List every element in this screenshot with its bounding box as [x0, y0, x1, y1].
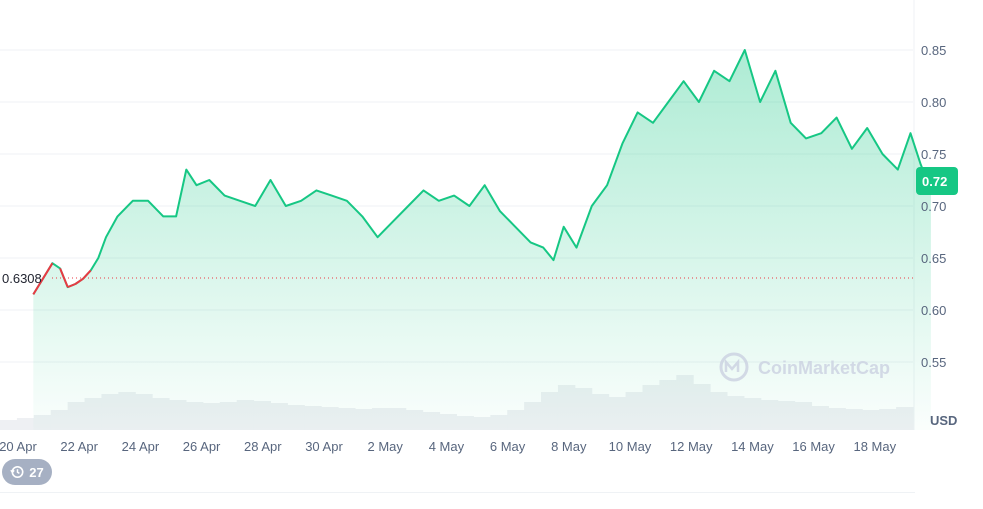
price-area-fill: [33, 50, 931, 430]
x-tick-label: 8 May: [551, 439, 587, 454]
history-count: 27: [29, 464, 44, 480]
price-line-below-reference: [82, 269, 92, 280]
x-tick-label: 10 May: [609, 439, 652, 454]
current-price-label: 0.72: [922, 174, 947, 189]
watermark-text: CoinMarketCap: [758, 358, 890, 378]
price-line: [32, 49, 932, 295]
y-tick-label: 0.85: [921, 43, 946, 58]
y-tick-label: 0.75: [921, 147, 946, 162]
watermark: CoinMarketCap: [719, 352, 890, 382]
x-tick-label: 20 Apr: [0, 439, 37, 454]
y-axis-unit: USD: [930, 413, 957, 428]
y-tick-label: 0.55: [921, 355, 946, 370]
coinmarketcap-logo-icon: [719, 352, 749, 382]
x-tick-label: 30 Apr: [305, 439, 343, 454]
x-tick-label: 28 Apr: [244, 439, 282, 454]
volume-bar: [16, 418, 35, 430]
x-tick-label: 6 May: [490, 439, 526, 454]
y-axis: 0.55 0.60 0.65 0.70 0.75 0.80 0.85: [921, 43, 946, 370]
x-axis: 20 Apr 22 Apr 24 Apr 26 Apr 28 Apr 30 Apr 2 Ma…: [0, 439, 897, 454]
x-tick-label: 12 May: [670, 439, 713, 454]
price-line-below-reference: [59, 268, 69, 288]
y-tick-label: 0.80: [921, 95, 946, 110]
price-line-below-reference: [67, 283, 76, 289]
current-price-badge: 0.72: [916, 167, 958, 195]
history-button[interactable]: 27: [2, 459, 52, 485]
x-tick-label: 2 May: [367, 439, 403, 454]
volume-bar: [0, 420, 18, 430]
x-tick-label: 22 Apr: [60, 439, 98, 454]
x-tick-label: 18 May: [853, 439, 896, 454]
y-tick-label: 0.65: [921, 251, 946, 266]
x-tick-label: 24 Apr: [122, 439, 160, 454]
price-area: [32, 49, 932, 430]
x-tick-label: 16 May: [792, 439, 835, 454]
x-tick-label: 26 Apr: [183, 439, 221, 454]
history-icon: [10, 466, 24, 478]
y-tick-label: 0.60: [921, 303, 946, 318]
y-tick-label: 0.70: [921, 199, 946, 214]
x-tick-label: 14 May: [731, 439, 774, 454]
x-tick-label: 4 May: [429, 439, 465, 454]
price-line-below-reference: [32, 262, 54, 295]
reference-price-label: 0.6308: [2, 271, 42, 286]
range-navigator[interactable]: [0, 492, 915, 509]
price-line-below-reference: [74, 277, 84, 285]
